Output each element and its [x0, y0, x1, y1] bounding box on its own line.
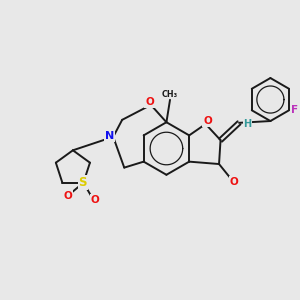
Text: O: O — [230, 177, 238, 187]
Text: N: N — [105, 131, 114, 141]
Text: CH₃: CH₃ — [162, 90, 178, 99]
Text: O: O — [145, 97, 154, 107]
Text: O: O — [64, 191, 72, 201]
Text: S: S — [79, 176, 87, 189]
Text: O: O — [90, 195, 99, 205]
Text: H: H — [243, 119, 251, 129]
Text: O: O — [203, 116, 212, 126]
Text: F: F — [291, 105, 298, 115]
